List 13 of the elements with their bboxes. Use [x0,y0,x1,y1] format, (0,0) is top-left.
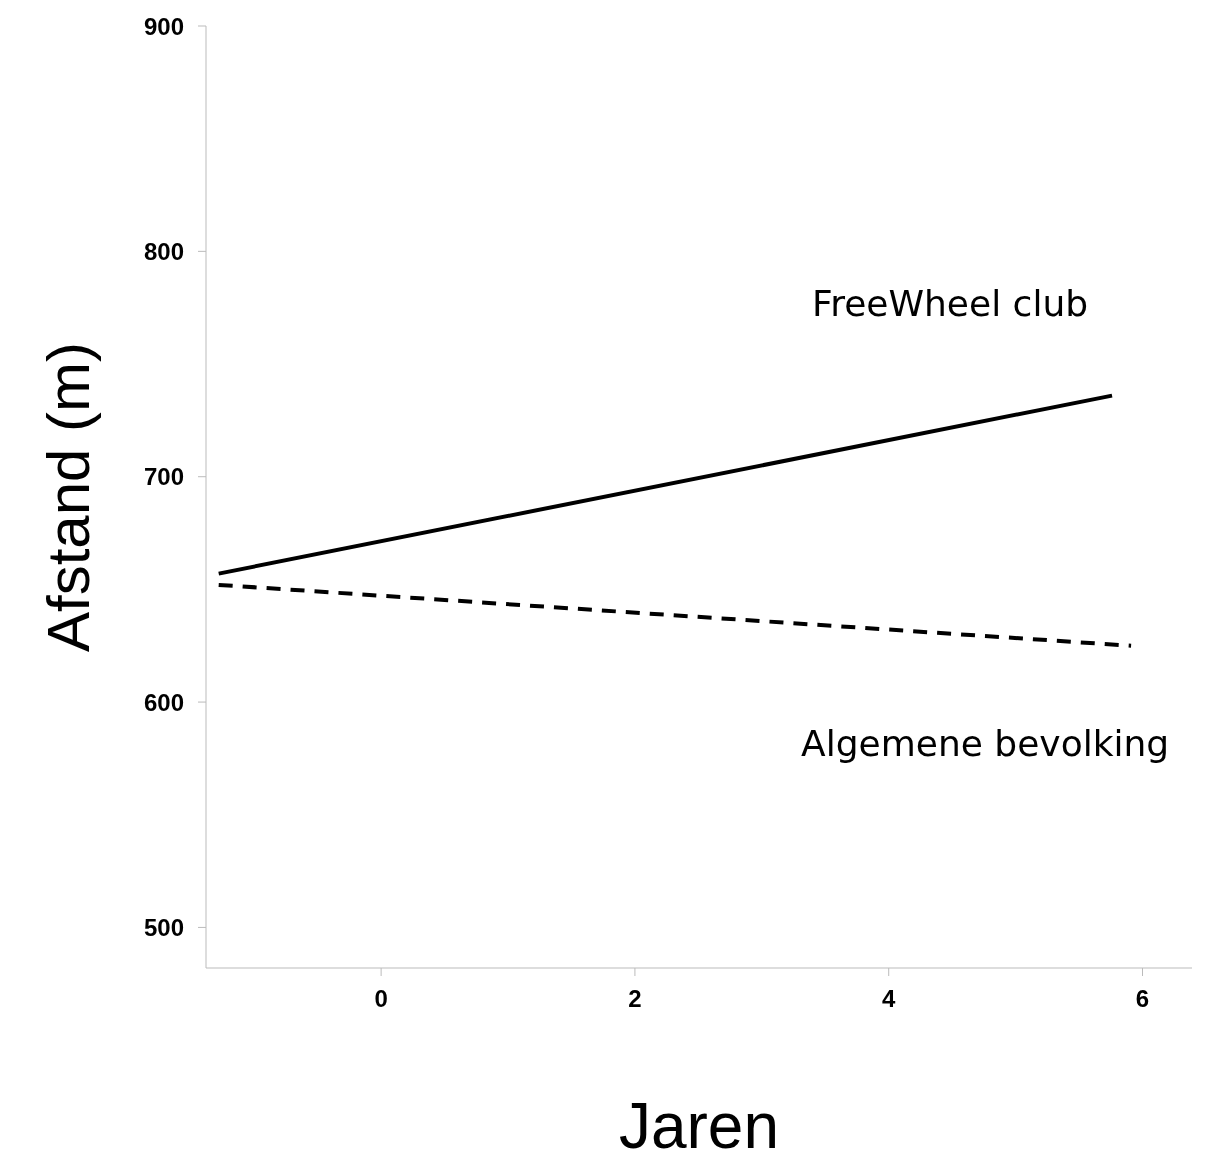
y-axis-title: Afstand (m) [35,341,103,653]
x-tick-label: 2 [628,985,642,1013]
x-tick-label: 4 [882,985,897,1013]
x-tick-label: 6 [1135,985,1150,1013]
text: FreeWheel club [812,282,1089,324]
x-axis-title: Jaren [618,1090,780,1161]
y-tick-label: 500 [143,913,184,941]
text: Algemene bevolking [801,722,1170,764]
y-tick-label: 600 [143,688,184,716]
y-tick-label: 800 [143,237,184,265]
y-tick-label: 900 [143,12,184,40]
x-tick-label: 0 [374,985,388,1013]
y-tick-label: 700 [143,463,184,491]
